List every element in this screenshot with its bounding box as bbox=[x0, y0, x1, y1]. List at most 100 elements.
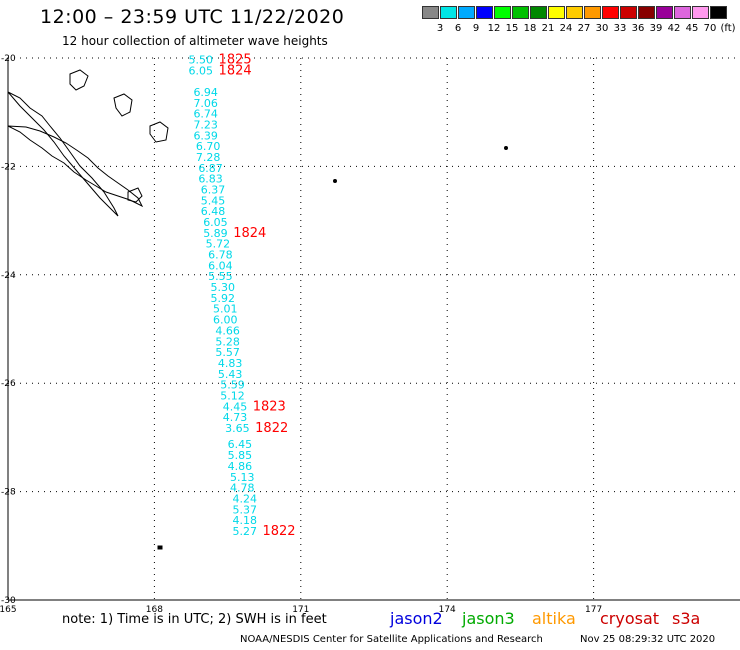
wave-height-value: 5.55 bbox=[208, 270, 233, 283]
scale-label: 42 bbox=[667, 23, 681, 34]
wave-height-value: 5.85 bbox=[228, 449, 253, 462]
wave-height-value: 7.23 bbox=[193, 118, 218, 131]
pass-time-label: 1825 bbox=[219, 52, 252, 67]
wave-height-value: 5.72 bbox=[206, 238, 231, 251]
map-grid: 165 168 171 174 177 -20 -22 -24 -26 -28 -30 bbox=[0, 54, 740, 615]
scale-label: (ft) bbox=[720, 23, 736, 34]
lat-tick-label: -26 bbox=[1, 379, 16, 389]
satellite-legend-s3a: s3a bbox=[672, 609, 701, 628]
wave-height-value: 4.83 bbox=[218, 357, 243, 370]
scale-label: 45 bbox=[685, 23, 699, 34]
loyalty-island-lifou bbox=[149, 121, 169, 143]
scale-label: 3 bbox=[436, 23, 444, 34]
wave-height-value: 4.18 bbox=[232, 514, 256, 527]
wave-height-value: 6.45 bbox=[228, 438, 253, 451]
satellite-legend-cryosat: cryosat bbox=[600, 609, 660, 628]
pass-time-label: 1824 bbox=[219, 63, 252, 78]
units-note: note: 1) Time is in UTC; 2) SWH is in fe… bbox=[62, 612, 327, 627]
wave-height-value: 5.13 bbox=[230, 471, 255, 484]
scale-label: 12 bbox=[487, 23, 501, 34]
wave-height-value: 6.37 bbox=[201, 184, 226, 197]
norfolk-island bbox=[157, 545, 163, 550]
scale-swatch bbox=[566, 6, 583, 19]
scale-label: 36 bbox=[631, 23, 645, 34]
wave-height-value: 4.45 bbox=[223, 400, 248, 413]
pass-time-label: 1823 bbox=[253, 399, 286, 414]
generation-timestamp: Nov 25 08:29:32 UTC 2020 bbox=[580, 634, 716, 645]
wave-height-value: 6.70 bbox=[196, 140, 221, 153]
wave-height-track: 5.506.056.947.066.747.236.396.707.286.87… bbox=[189, 53, 257, 538]
wave-height-value: 4.78 bbox=[230, 482, 255, 495]
satellite-legend-jason3: jason3 bbox=[462, 609, 515, 628]
satellite-legend-altika: altika bbox=[532, 609, 576, 628]
wave-height-value: 4.66 bbox=[215, 324, 240, 337]
wave-height-value: 6.83 bbox=[198, 173, 223, 186]
wave-height-value: 3.65 bbox=[225, 422, 250, 435]
lat-tick-label: -30 bbox=[1, 596, 16, 606]
wave-height-value: 5.57 bbox=[215, 346, 240, 359]
loyalty-island-ouvea bbox=[113, 93, 133, 117]
scale-swatch bbox=[710, 6, 727, 19]
wave-height-value: 5.12 bbox=[220, 389, 245, 402]
scale-swatch bbox=[512, 6, 529, 19]
pass-time-label: 1822 bbox=[262, 524, 295, 539]
lon-tick-label: 165 bbox=[0, 605, 17, 615]
scale-swatch bbox=[638, 6, 655, 19]
lat-tick-label: -20 bbox=[1, 54, 16, 64]
scale-label: 70 bbox=[703, 23, 717, 34]
wave-height-value: 4.73 bbox=[223, 411, 248, 424]
scale-swatch bbox=[440, 6, 457, 19]
wave-height-value: 6.04 bbox=[208, 259, 233, 272]
lat-tick-label: -28 bbox=[1, 488, 16, 498]
wave-height-value: 4.86 bbox=[228, 460, 253, 473]
wave-height-value: 6.78 bbox=[208, 249, 233, 262]
wave-height-value: 5.92 bbox=[211, 292, 236, 305]
scale-swatch bbox=[620, 6, 637, 19]
wave-height-value: 7.06 bbox=[193, 97, 218, 110]
wave-height-value: 4.24 bbox=[232, 492, 256, 505]
wave-height-value: 6.94 bbox=[193, 86, 218, 99]
scale-swatch bbox=[422, 6, 439, 19]
scale-swatch bbox=[458, 6, 475, 19]
lon-tick-label: 174 bbox=[439, 605, 456, 615]
scale-swatch bbox=[548, 6, 565, 19]
lon-tick-label: 168 bbox=[146, 605, 163, 615]
scale-swatch bbox=[530, 6, 547, 19]
wave-height-value: 5.27 bbox=[232, 525, 256, 538]
scale-swatch bbox=[674, 6, 691, 19]
scale-swatch bbox=[656, 6, 673, 19]
wave-height-value: 6.05 bbox=[203, 216, 228, 229]
scale-label: 27 bbox=[577, 23, 591, 34]
wave-height-value: 6.87 bbox=[198, 162, 223, 175]
wave-height-value: 5.45 bbox=[201, 194, 226, 207]
satellite-legend-jason2: jason2 bbox=[390, 609, 443, 628]
scale-label: 6 bbox=[454, 23, 462, 34]
wave-height-value: 6.00 bbox=[213, 314, 238, 327]
pass-time-label: 1824 bbox=[233, 226, 266, 241]
matthew-island bbox=[504, 146, 508, 150]
scale-label: 39 bbox=[649, 23, 663, 34]
scale-swatch bbox=[692, 6, 709, 19]
pass-time-label: 1822 bbox=[255, 421, 288, 436]
lat-tick-label: -22 bbox=[1, 162, 16, 172]
belep-reef bbox=[69, 69, 89, 91]
new-caledonia-reef bbox=[7, 91, 119, 217]
wave-height-value: 5.37 bbox=[232, 503, 256, 516]
loyalty-island-mare bbox=[127, 187, 143, 203]
map-subtitle: 12 hour collection of altimeter wave hei… bbox=[62, 34, 328, 48]
lon-tick-label: 177 bbox=[585, 605, 602, 615]
wave-height-value: 5.01 bbox=[213, 303, 238, 316]
scale-swatch bbox=[476, 6, 493, 19]
scale-label: 9 bbox=[472, 23, 480, 34]
scale-swatch bbox=[602, 6, 619, 19]
wave-height-value: 7.28 bbox=[196, 151, 221, 164]
wave-height-value: 5.89 bbox=[203, 227, 228, 240]
wave-height-value: 6.39 bbox=[193, 129, 218, 142]
walpole-island bbox=[333, 179, 337, 183]
map-title: 12:00 – 23:59 UTC 11/22/2020 bbox=[40, 6, 345, 28]
scale-label: 30 bbox=[595, 23, 609, 34]
scale-label: 24 bbox=[559, 23, 573, 34]
wave-height-value: 5.28 bbox=[215, 335, 240, 348]
